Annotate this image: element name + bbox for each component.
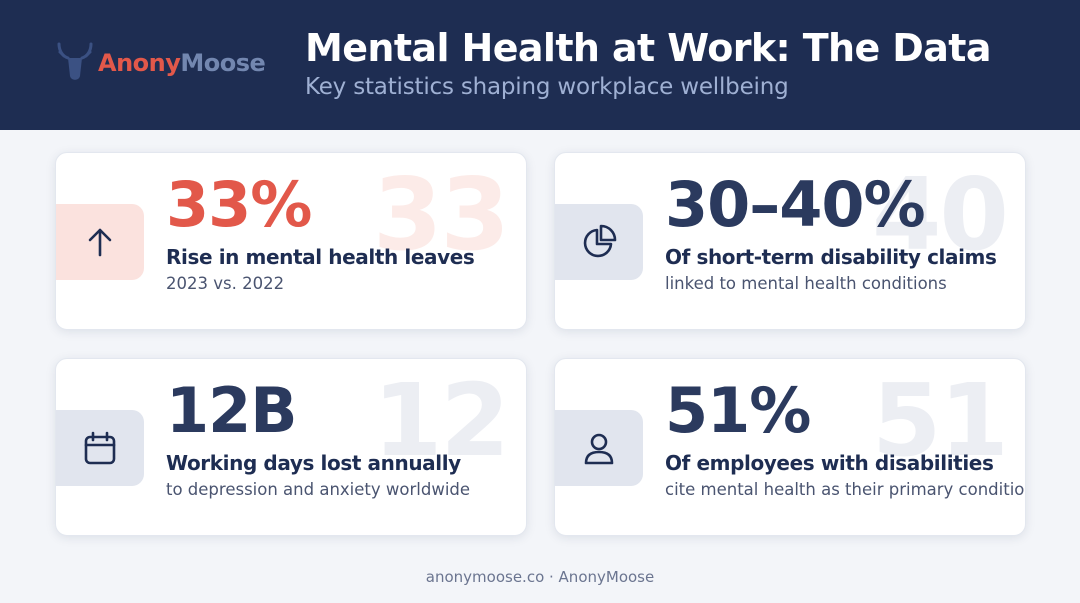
stat-card-disability-claims: 40 30–40% Of short-term disability claim… <box>554 152 1026 330</box>
stat-label: Of employees with disabilities <box>665 451 994 475</box>
page-subtitle: Key statistics shaping workplace wellbei… <box>305 74 789 100</box>
stat-sublabel: 2023 vs. 2022 <box>166 274 285 293</box>
stat-icon-tab <box>555 204 643 280</box>
stat-value: 33% <box>166 168 312 241</box>
brand-name-part2: Moose <box>180 49 266 77</box>
moose-icon <box>57 42 93 80</box>
stat-icon-tab <box>555 410 643 486</box>
stat-sublabel: cite mental health as their primary cond… <box>665 480 1026 499</box>
stat-card-working-days-lost: 12 12B Working days lost annually to dep… <box>55 358 527 536</box>
stat-label: Rise in mental health leaves <box>166 245 475 269</box>
stat-watermark: 12 <box>372 362 510 479</box>
stat-card-mental-health-leaves: 33 33% Rise in mental health leaves 2023… <box>55 152 527 330</box>
arrow-up-icon <box>88 228 112 257</box>
stat-watermark: 33 <box>372 156 510 273</box>
user-icon <box>584 433 614 465</box>
stat-sublabel: to depression and anxiety worldwide <box>166 480 471 499</box>
stat-card-employees-disabilities: 51 51% Of employees with disabilities ci… <box>554 358 1026 536</box>
stat-label: Working days lost annually <box>166 451 461 475</box>
stat-icon-tab <box>56 410 144 486</box>
stat-watermark: 40 <box>871 156 1009 273</box>
page-title: Mental Health at Work: The Data <box>305 26 992 70</box>
brand-name-part1: Anony <box>98 49 181 77</box>
stat-sublabel: linked to mental health conditions <box>665 274 947 293</box>
stat-value: 51% <box>665 374 811 447</box>
brand-logo[interactable]: AnonyMoose <box>54 40 266 86</box>
stat-value: 12B <box>166 374 298 447</box>
brand-name: AnonyMoose <box>98 49 266 77</box>
pie-chart-icon <box>583 224 617 258</box>
stat-label: Of short-term disability claims <box>665 245 997 269</box>
calendar-icon <box>84 431 116 465</box>
stat-icon-tab <box>56 204 144 280</box>
stat-watermark: 51 <box>871 362 1009 479</box>
footer-credit: anonymoose.co · AnonyMoose <box>425 568 655 586</box>
stat-value: 30–40% <box>665 168 926 241</box>
header-banner: AnonyMoose Mental Health at Work: The Da… <box>0 0 1080 130</box>
